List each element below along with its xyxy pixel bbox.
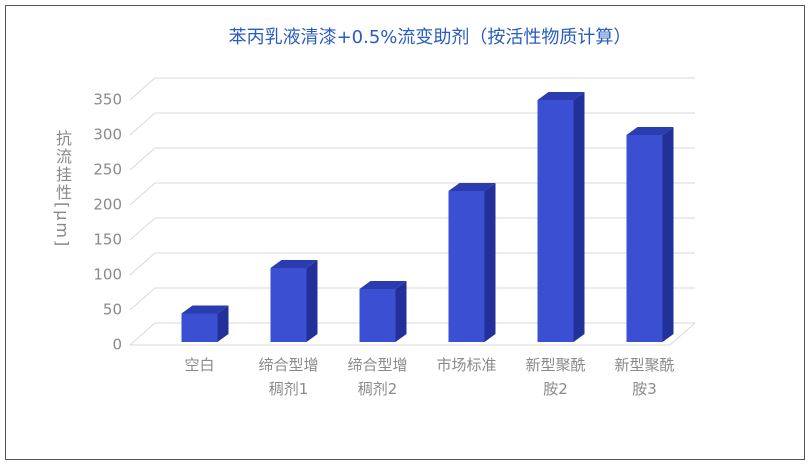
bar-side bbox=[573, 92, 585, 342]
grid-line bbox=[129, 77, 695, 101]
chart-title: 苯丙乳液清漆+0.5%流变助剂（按活性物质计算） bbox=[229, 27, 632, 48]
bar bbox=[359, 281, 407, 342]
y-axis-label: 抗流挂性[μm] bbox=[53, 130, 72, 249]
grid-line bbox=[129, 112, 695, 136]
frame bbox=[5, 5, 805, 460]
bar-front bbox=[359, 289, 396, 342]
bar-side bbox=[662, 127, 674, 342]
bar-side bbox=[217, 305, 229, 342]
y-tick-label: 150 bbox=[93, 231, 122, 249]
grid-line bbox=[129, 182, 695, 206]
x-tick-label: 新型聚酰胺2 bbox=[525, 356, 586, 398]
bar-side bbox=[395, 281, 407, 342]
bar bbox=[448, 183, 496, 342]
y-tick-label: 0 bbox=[112, 336, 122, 354]
bar-side bbox=[306, 260, 318, 342]
y-tick-label: 350 bbox=[93, 91, 122, 109]
bar-front bbox=[181, 313, 218, 342]
grid-line bbox=[129, 147, 695, 171]
bar-front bbox=[270, 268, 307, 342]
floor bbox=[130, 322, 696, 346]
x-tick-label: 市场标准 bbox=[436, 356, 497, 374]
grid-line bbox=[129, 322, 695, 346]
bar-top bbox=[626, 127, 674, 135]
grid-line bbox=[129, 252, 695, 276]
y-tick-label: 300 bbox=[93, 126, 122, 144]
bar-top bbox=[359, 281, 407, 289]
x-tick-label: 缔合型增稠剂1 bbox=[258, 356, 319, 398]
x-tick-label: 缔合型增稠剂2 bbox=[347, 356, 408, 398]
bar-top bbox=[537, 92, 585, 100]
bar-front bbox=[537, 100, 574, 342]
bar bbox=[181, 305, 229, 342]
grid-line bbox=[129, 287, 695, 311]
bar-front bbox=[448, 191, 485, 342]
bar bbox=[270, 260, 318, 342]
y-tick-label: 250 bbox=[93, 161, 122, 179]
bar bbox=[537, 92, 585, 342]
bar-top bbox=[448, 183, 496, 191]
x-tick-label: 新型聚酰胺3 bbox=[614, 356, 675, 398]
bar bbox=[626, 127, 674, 342]
bar-top bbox=[270, 260, 318, 268]
bar-front bbox=[626, 135, 663, 342]
x-tick-label: 空白 bbox=[184, 356, 215, 374]
bar-top bbox=[181, 305, 229, 314]
y-tick-label: 50 bbox=[103, 301, 122, 319]
y-tick-label: 200 bbox=[93, 196, 122, 214]
bar-side bbox=[484, 183, 496, 342]
grid-line bbox=[129, 217, 695, 241]
y-tick-label: 100 bbox=[93, 266, 122, 284]
